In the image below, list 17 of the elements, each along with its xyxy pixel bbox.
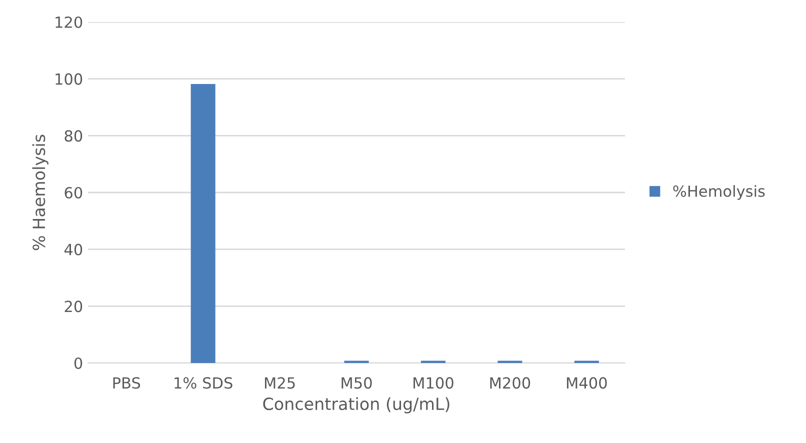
x-tick-label: M400 [566,377,607,389]
x-tick-label: M50 [342,377,372,389]
x-tick-label: M200 [490,377,530,389]
y-tick-label: 60 [64,186,82,199]
x-axis-title: Concentration (ug/mL) [263,397,450,414]
y-tick-label: 40 [64,244,82,256]
y-tick-label: 120 [56,16,82,28]
x-tick-label: M100 [414,377,454,389]
y-tick-label: 20 [64,300,82,312]
legend-label: %Hemolysis [673,185,765,200]
x-tick-label: M25 [264,377,295,389]
y-tick-label: 0 [74,357,82,370]
y-tick-label: 100 [56,73,82,85]
x-tick-label: PBS [113,377,140,389]
y-axis-title: % Haemolysis [32,134,48,250]
y-tick-label: 80 [64,130,82,142]
x-tick-label: 1% SDS [174,377,232,389]
